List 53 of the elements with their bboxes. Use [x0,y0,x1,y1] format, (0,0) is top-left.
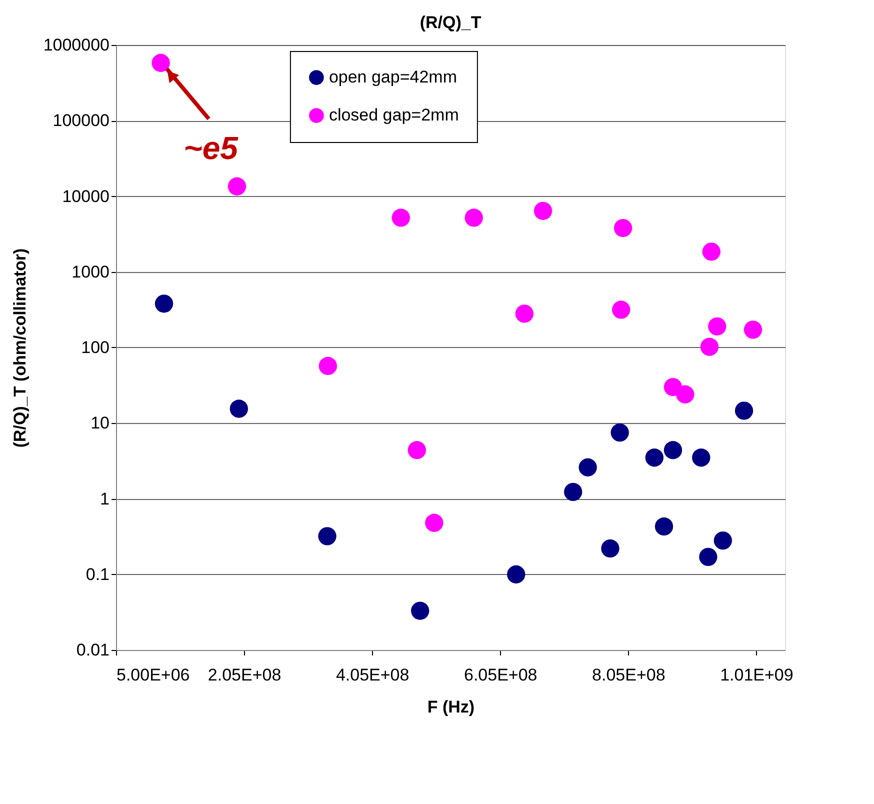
y-tick-label: 1000 [72,262,110,282]
point [610,424,629,442]
x-tick-label: 4.05E+08 [336,666,410,684]
point [564,482,582,502]
legend-label: closed gap=2mm [328,106,459,125]
x-axis-title: F (Hz) [427,698,475,716]
point [612,300,630,319]
y-tick-label: 100000 [52,111,110,130]
y-tick-label: 0.1 [86,564,110,584]
y-tick-label: 10 [90,414,110,433]
y-tick-label: 0.01 [76,640,110,660]
y-axis-title: (R/Q)_T (ohm/collimator) [10,248,30,448]
point [228,177,246,196]
x-tick-label: 6.05E+08 [464,666,538,684]
point [154,294,174,313]
point [676,385,694,404]
legend-label: open gap=42mm [328,68,458,87]
point [734,402,754,420]
point [601,539,620,558]
point [152,54,170,72]
x-tick-label: 2.05E+08 [208,666,282,684]
point [714,531,732,550]
point [744,320,762,339]
chart-title: (R/Q)_T [420,13,482,32]
point [425,514,444,532]
point [702,242,720,261]
point [318,356,337,376]
point [664,441,682,460]
y-tick-label: 1 [100,489,110,508]
y-tick-label: 1000000 [43,36,110,54]
point [408,441,426,460]
point [654,517,674,536]
point [708,317,726,336]
y-tick-label: 10000 [62,186,110,206]
point [692,448,710,467]
point [645,448,664,467]
point [392,208,410,227]
point [699,548,718,566]
point [411,602,430,620]
point [318,527,336,546]
point [507,565,526,584]
point [534,202,552,220]
x-tick-label: 8.05E+08 [592,666,666,684]
point [614,218,632,238]
x-tick-label: 1.01E+09 [720,666,794,684]
annotation: ~e5 [184,130,240,166]
x-tick-label: 5.00E+06 [116,666,190,684]
y-tick-label: 100 [81,338,110,357]
point [515,304,534,323]
point [464,208,483,227]
point [230,400,248,418]
point [700,338,719,356]
point [578,458,597,476]
